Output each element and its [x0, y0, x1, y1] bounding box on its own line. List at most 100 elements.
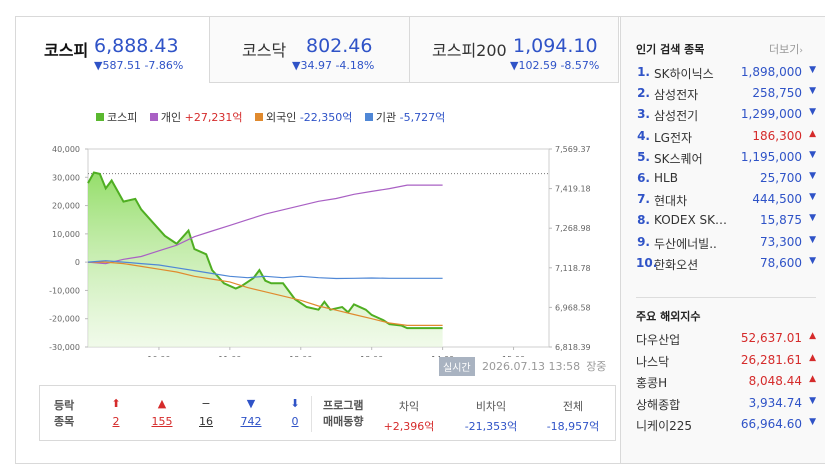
breadth-label: 등락 종목 — [54, 398, 74, 430]
popular-price: 25,700 — [760, 171, 802, 185]
legend-item-individual[interactable]: 개인 +27,231억 — [149, 109, 243, 125]
tab-kospi200-value: 1,094.10 — [513, 35, 598, 57]
overseas-item[interactable]: 홍콩H 8,048.44 ▲ — [636, 374, 816, 394]
breadth-fall[interactable]: ▼ 742 — [237, 397, 265, 428]
tab-kosdaq-name: 코스닥 — [242, 41, 287, 60]
tab-kospi200-name: 코스피200 — [432, 41, 507, 60]
popular-item[interactable]: 3. 삼성전기 1,299,000 ▼ — [636, 107, 816, 127]
tab-kospi200-change: ▼102.59 -8.57% — [510, 59, 600, 72]
popular-rank: 6. — [637, 171, 650, 185]
popular-title: 인기 검색 종목 — [636, 43, 705, 56]
breadth-flat[interactable]: − 16 — [194, 397, 218, 428]
tab-kospi[interactable]: 코스피 6,888.43 ▼587.51 -7.86% — [16, 17, 210, 83]
overseas-name: 니케이225 — [636, 419, 693, 433]
down-arrow-icon: ▼ — [809, 171, 816, 181]
popular-item[interactable]: 9. 두산에너빌.. 73,300 ▼ — [636, 235, 816, 255]
right-tick-label: 6,968.58 — [555, 303, 591, 312]
legend-value: -22,350억 — [299, 111, 353, 124]
more-link[interactable]: 더보기› — [769, 41, 803, 57]
right-tick-label: 7,268.98 — [555, 224, 591, 233]
legend-label: 개인 — [160, 111, 182, 124]
widget-bottom-border — [15, 463, 825, 464]
overseas-value: 66,964.60 — [740, 417, 802, 431]
x-tick-label: 13:00 — [360, 355, 383, 357]
tab-kospi-value: 6,888.43 — [94, 35, 179, 57]
lower-limit-icon: ⬇ — [290, 397, 300, 410]
down-arrow-icon: ▼ — [809, 234, 816, 245]
realtime-button[interactable]: 실시간 — [439, 357, 475, 376]
breadth-count: 16 — [199, 415, 213, 428]
tab-kosdaq[interactable]: 코스닥 802.46 ▼34.97 -4.18% — [210, 17, 410, 83]
popular-name: SK스퀘어 — [654, 151, 703, 166]
popular-item[interactable]: 10. 한화오션 78,600 ▼ — [636, 256, 816, 276]
program-item-value: -21,353억 — [464, 420, 518, 433]
breadth-upper-limit[interactable]: ⬆ 2 — [106, 397, 126, 428]
overseas-name: 나스닥 — [636, 354, 670, 369]
legend-item-foreign[interactable]: 외국인 -22,350억 — [254, 109, 353, 125]
overseas-item[interactable]: 나스닥 26,281.61 ▲ — [636, 353, 816, 373]
popular-item[interactable]: 1. SK하이닉스 1,898,000 ▼ — [636, 65, 816, 85]
overseas-value: 52,637.01 — [740, 331, 802, 345]
overseas-value: 26,281.61 — [740, 352, 802, 367]
popular-item[interactable]: 7. 현대차 444,500 ▼ — [636, 192, 816, 212]
market-widget: 코스피 6,888.43 ▼587.51 -7.86% 코스닥 802.46 ▼… — [15, 16, 825, 464]
popular-item[interactable]: 4. LG전자 186,300 ▲ — [636, 129, 816, 149]
breadth-count: 155 — [151, 415, 173, 428]
sidebar-divider — [636, 297, 816, 298]
popular-rank: 7. — [637, 192, 650, 207]
legend-value: +27,231억 — [184, 111, 243, 124]
chevron-right-icon: › — [799, 46, 803, 56]
breadth-count: 742 — [240, 415, 262, 428]
overseas-item[interactable]: 다우산업 52,637.01 ▲ — [636, 331, 816, 351]
program-item-value: +2,396억 — [383, 420, 435, 433]
down-arrow-icon: ▼ — [809, 192, 816, 203]
popular-name: 현대차 — [654, 194, 688, 209]
left-tick-label: 40,000 — [52, 145, 80, 154]
tab-kosdaq-change: ▼34.97 -4.18% — [292, 59, 375, 72]
investor-chart: 40,000 30,000 20,000 10,000 0 -10,000 -20,000 -… — [49, 145, 591, 357]
legend-item-institution[interactable]: 기관 -5,727억 — [364, 109, 446, 125]
breadth-label-2: 종목 — [54, 415, 75, 428]
breadth-rise[interactable]: ▲ 155 — [148, 397, 176, 428]
breadth-count: 0 — [291, 415, 299, 428]
popular-item[interactable]: 8. KODEX SK… 15,875 ▼ — [636, 213, 816, 233]
legend-swatch — [364, 113, 373, 121]
overseas-name: 다우산업 — [636, 333, 681, 347]
session-status: 장중 — [586, 360, 607, 373]
legend-value: -5,727억 — [399, 111, 446, 124]
overseas-item[interactable]: 상해종합 3,934.74 ▼ — [636, 396, 816, 416]
overseas-item[interactable]: 니케이225 66,964.60 ▼ — [636, 417, 816, 437]
stats-divider — [311, 396, 312, 432]
program-label: 프로그램 매매동향 — [323, 398, 363, 430]
legend-item-kospi[interactable]: 코스피 — [96, 109, 137, 125]
up-arrow-icon: ▲ — [809, 128, 816, 139]
left-tick-label: 20,000 — [52, 202, 80, 211]
popular-item[interactable]: 2. 삼성전자 258,750 ▼ — [636, 86, 816, 106]
x-tick-label: 11:00 — [218, 355, 241, 357]
x-tick-label: 12:00 — [289, 355, 312, 357]
program-item-label: 차익 — [398, 400, 420, 413]
program-arbitrage: 차익 +2,396억 — [380, 398, 438, 434]
breadth-lower-limit[interactable]: ⬇ 0 — [285, 397, 305, 428]
x-tick-label: 14:00 — [431, 355, 454, 357]
institution-line — [87, 260, 443, 280]
program-item-label: 비차익 — [475, 400, 507, 413]
overseas-name: 홍콩H — [636, 376, 668, 390]
popular-item[interactable]: 6. HLB 25,700 ▼ — [636, 171, 816, 191]
left-tick-label: 10,000 — [52, 230, 80, 239]
index-tabs: 코스피 6,888.43 ▼587.51 -7.86% 코스닥 802.46 ▼… — [16, 17, 619, 83]
left-tick-label: -20,000 — [49, 315, 80, 324]
overseas-name: 상해종합 — [636, 397, 681, 412]
overseas-value: 8,048.44 — [748, 374, 802, 388]
popular-item[interactable]: 5. SK스퀘어 1,195,000 ▼ — [636, 150, 816, 170]
popular-price: 186,300 — [752, 128, 802, 143]
up-arrow-icon: ▲ — [809, 331, 816, 341]
program-non-arbitrage: 비차익 -21,353억 — [458, 398, 524, 434]
right-tick-label: 7,419.18 — [555, 185, 591, 194]
fall-icon: ▼ — [246, 397, 256, 410]
program-label-2: 매매동향 — [323, 415, 364, 428]
tab-kospi200[interactable]: 코스피200 1,094.10 ▼102.59 -8.57% — [410, 17, 619, 83]
popular-rank: 8. — [637, 213, 650, 228]
tab-kosdaq-value: 802.46 — [306, 35, 373, 57]
foreign-line — [88, 261, 443, 326]
